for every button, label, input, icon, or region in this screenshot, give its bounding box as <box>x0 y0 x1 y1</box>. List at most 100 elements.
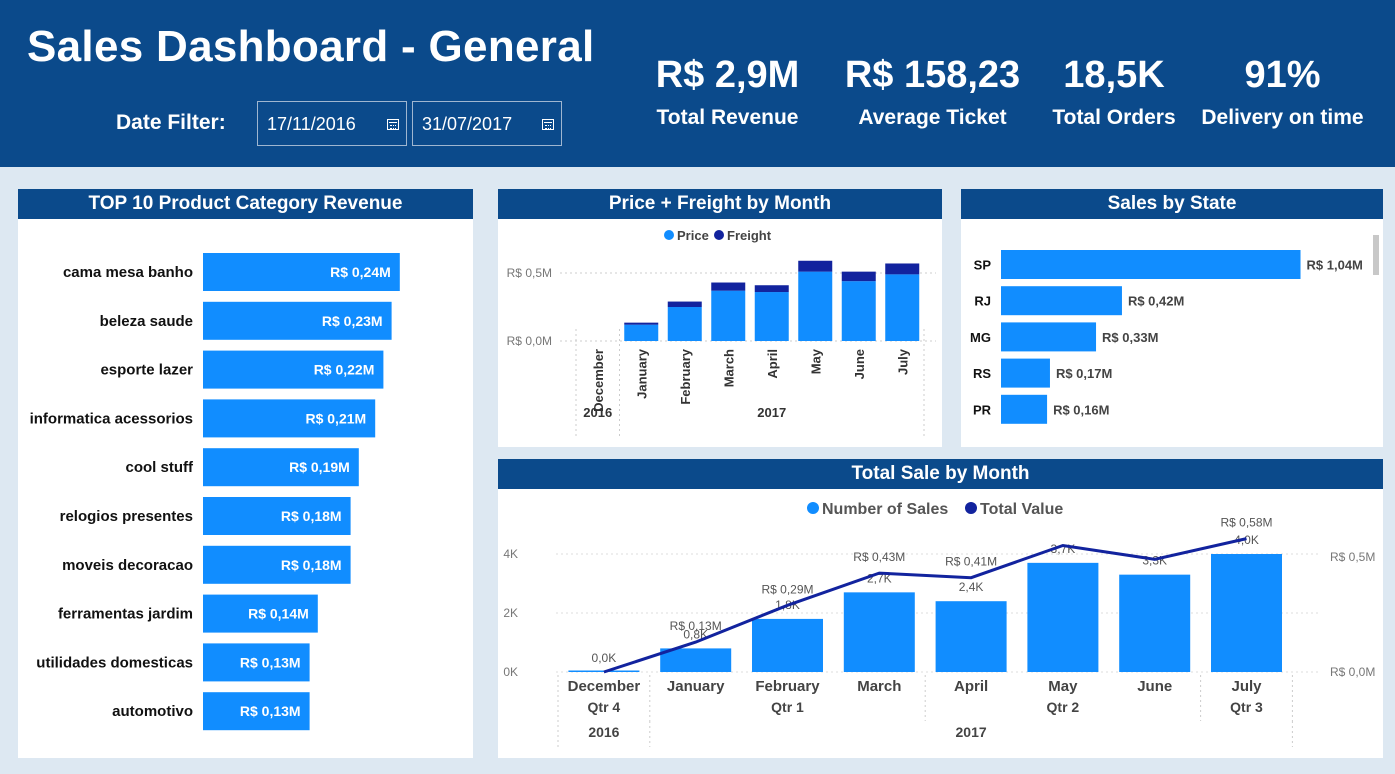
month-label: March <box>721 349 736 387</box>
month-label: April <box>954 678 988 695</box>
year-label: 2016 <box>588 724 619 740</box>
category-bar <box>203 643 310 682</box>
category-label: utilidades domesticas <box>36 654 193 671</box>
y-tick-right-label: R$ 0,0M <box>1330 665 1375 679</box>
total-value-line <box>603 537 1247 674</box>
category-label: cool stuff <box>126 459 194 476</box>
month-label: March <box>857 678 901 695</box>
state-value-label: R$ 1,04M <box>1307 258 1363 273</box>
category-value-label: R$ 0,23M <box>322 313 383 329</box>
month-label: January <box>634 348 649 399</box>
legend-marker-freight <box>714 230 724 240</box>
sales-bar <box>1027 562 1099 672</box>
state-bar <box>1001 322 1097 352</box>
y-tick-left-label: 0K <box>503 665 518 679</box>
sales-bar <box>1211 554 1282 672</box>
state-bar <box>1001 286 1122 316</box>
legend-marker-total-value <box>965 502 977 514</box>
sales-bar <box>843 592 915 672</box>
freight-bar <box>841 271 876 282</box>
calendar-icon[interactable] <box>542 119 554 130</box>
price-bar <box>841 281 876 341</box>
sales-bar <box>935 601 1007 672</box>
sales-bar <box>1119 574 1191 672</box>
card-title: Total Sale by Month <box>498 459 1383 489</box>
month-label: June <box>1137 678 1172 695</box>
category-value-label: R$ 0,18M <box>281 557 342 573</box>
month-label: May <box>808 348 823 374</box>
category-value-label: R$ 0,19M <box>289 459 350 475</box>
price-bar <box>624 324 659 341</box>
legend-label: Price <box>677 228 709 243</box>
state-label: SP <box>974 258 992 273</box>
category-value-label: R$ 0,18M <box>281 508 342 524</box>
category-label: automotivo <box>112 703 193 720</box>
scrollbar[interactable] <box>1373 235 1379 275</box>
quarter-label: Qtr 1 <box>771 699 804 715</box>
calendar-icon[interactable] <box>387 119 399 130</box>
quarter-label: Qtr 3 <box>1230 699 1263 715</box>
freight-bar <box>754 285 789 293</box>
dashboard-header: Sales Dashboard - General Date Filter: 1… <box>0 0 1395 167</box>
month-label: June <box>852 349 867 379</box>
kpi-label: Total Orders <box>1052 106 1176 129</box>
date-filter-label: Date Filter: <box>116 111 226 134</box>
y-tick-right-label: R$ 0,5M <box>1330 550 1375 564</box>
legend-marker-number-of-sales <box>807 502 819 514</box>
kpi-label: Total Revenue <box>656 106 799 129</box>
month-label: May <box>1048 678 1078 695</box>
value-data-label: R$ 0,58M <box>1220 516 1272 530</box>
category-label: informatica acessorios <box>30 410 193 427</box>
sales-state-chart: SP R$ 1,04M RJ R$ 0,42M MG R$ 0,33M RS R$ 0,17M… <box>970 250 1363 424</box>
freight-bar <box>624 322 659 325</box>
state-bar <box>1001 394 1048 424</box>
category-label: beleza saude <box>100 313 193 330</box>
month-label: December <box>568 678 641 695</box>
category-bar <box>203 448 359 487</box>
page-title: Sales Dashboard - General <box>27 22 595 71</box>
kpi-value: R$ 158,23 <box>844 54 1021 96</box>
category-bar <box>203 692 310 731</box>
legend-label: Number of Sales <box>822 501 948 518</box>
state-value-label: R$ 0,17M <box>1056 366 1112 381</box>
price-freight-chart: Price Freight R$ 0,5M R$ 0,0M December Januar… <box>507 228 936 437</box>
y-tick-label: R$ 0,0M <box>507 334 552 348</box>
category-bar <box>203 497 351 535</box>
year-label: 2017 <box>956 724 987 740</box>
month-label: July <box>895 348 910 375</box>
total-sale-chart: Number of Sales Total Value 4K 2K 0K R$ 0,5M R… <box>503 501 1375 747</box>
price-bar <box>798 271 833 341</box>
date-start-input[interactable]: 17/11/2016 <box>257 101 407 146</box>
freight-bar <box>667 301 702 307</box>
category-value-label: R$ 0,21M <box>305 410 366 426</box>
state-label: PR <box>973 402 992 417</box>
top-categories-card: TOP 10 Product Category Revenue cama mes… <box>18 189 473 758</box>
kpi-label: Average Ticket <box>858 106 1007 129</box>
state-value-label: R$ 0,33M <box>1102 330 1158 345</box>
sales-bar <box>752 618 823 672</box>
kpi-total-orders: 18,5K Total Orders <box>1044 52 1184 130</box>
month-label: April <box>765 349 780 379</box>
category-label: esporte lazer <box>100 362 193 379</box>
category-bar <box>203 399 376 438</box>
category-label: ferramentas jardim <box>58 606 193 623</box>
category-label: cama mesa banho <box>63 264 193 281</box>
date-end-value: 31/07/2017 <box>422 114 513 134</box>
price-bar <box>885 274 920 341</box>
value-data-label: R$ 0,29M <box>761 582 813 596</box>
category-bar <box>203 545 351 584</box>
state-label: MG <box>970 330 991 345</box>
quarter-label: Qtr 4 <box>588 699 621 715</box>
value-data-label: R$ 0,41M <box>945 555 997 569</box>
y-tick-left-label: 2K <box>503 606 518 620</box>
date-end-input[interactable]: 31/07/2017 <box>412 101 562 146</box>
category-bar <box>203 350 384 389</box>
category-value-label: R$ 0,14M <box>248 606 309 622</box>
value-data-label: R$ 0,13M <box>670 619 722 633</box>
month-label: December <box>591 349 606 412</box>
date-start-value: 17/11/2016 <box>267 114 356 134</box>
state-value-label: R$ 0,42M <box>1128 294 1184 309</box>
legend-label: Total Value <box>980 501 1063 518</box>
sales-bar <box>660 648 732 672</box>
freight-bar <box>798 260 833 272</box>
